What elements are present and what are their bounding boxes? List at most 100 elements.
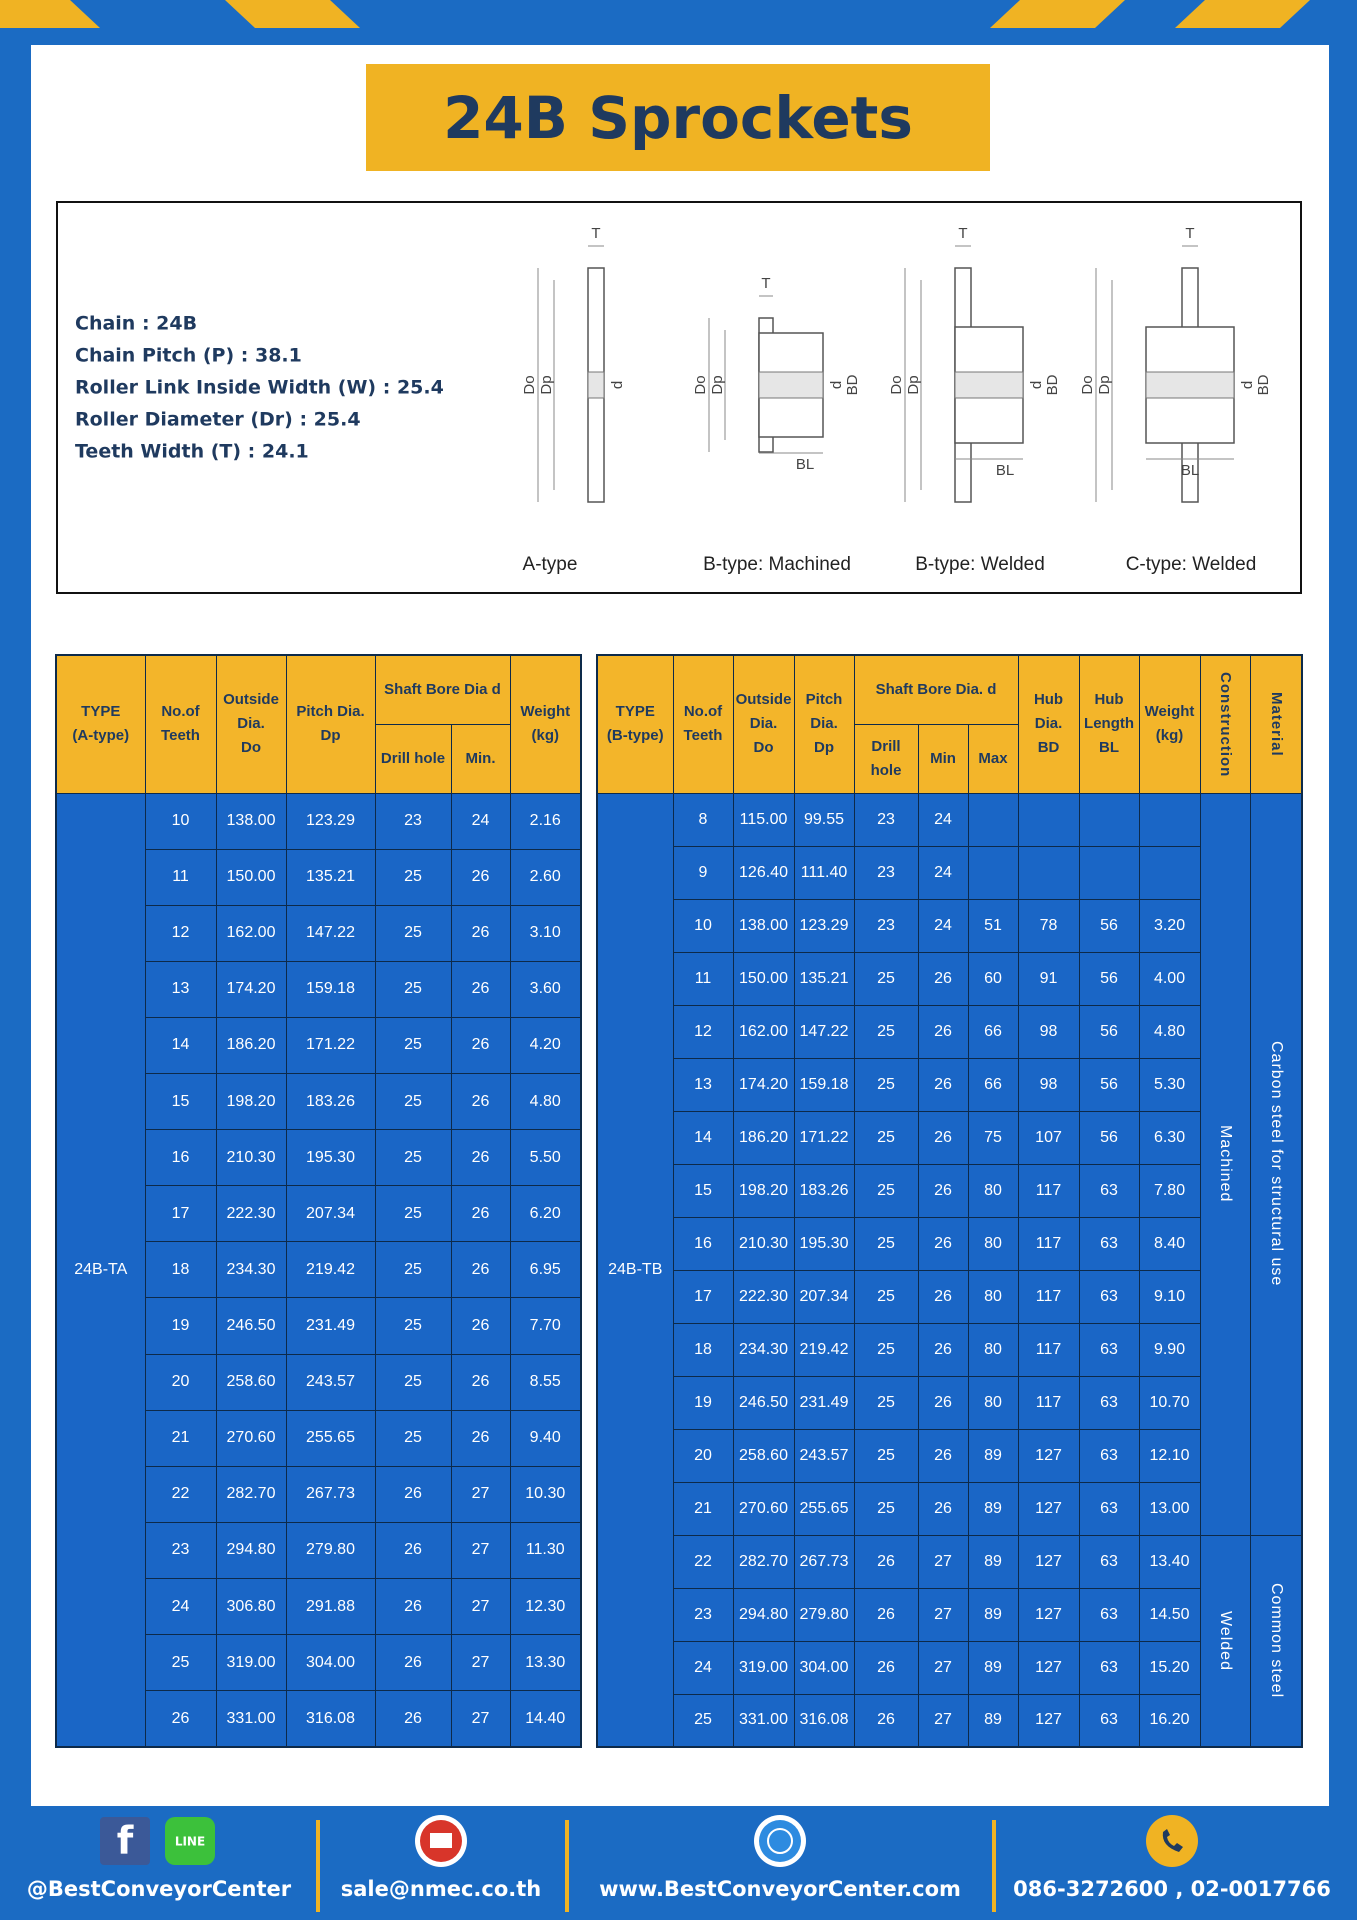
- cell: 23: [853, 898, 919, 953]
- header-text: Do: [241, 739, 261, 757]
- cell: 270.60: [732, 1481, 795, 1536]
- header-text: Shaft Bore Dia. d: [875, 680, 997, 698]
- cell: 331.00: [732, 1693, 795, 1748]
- data-row: 18 234.30 219.42 25 26 80 117 63 9.90: [597, 1322, 1302, 1377]
- cell: 24: [672, 1640, 734, 1695]
- cell: 9.10: [1138, 1269, 1201, 1324]
- cell: 222.30: [215, 1185, 287, 1243]
- data-row: 24 306.80 291.88 26 27 12.30: [56, 1578, 582, 1636]
- dimension-label: BD: [1255, 374, 1272, 395]
- cell: [967, 792, 1019, 847]
- cell: 89: [967, 1587, 1019, 1642]
- cell: 25: [853, 1269, 919, 1324]
- cell: 123.29: [285, 792, 376, 850]
- diagram-content: Chain : 24B Chain Pitch (P) : 38.1 Roller …: [75, 225, 1272, 575]
- b-type-table: TYPE (B-type) No.of Teeth Outside Dia. Do Pitch…: [596, 654, 1304, 1748]
- header-cell: Shaft Bore Dia d: [374, 654, 511, 725]
- header-text: Construction: [1217, 671, 1235, 777]
- header-cell: Weight (kg): [1138, 654, 1201, 794]
- cell: 319.00: [215, 1634, 287, 1692]
- cell: 26: [374, 1690, 452, 1748]
- cell: 186.20: [732, 1110, 795, 1165]
- cell: 14.50: [1138, 1587, 1201, 1642]
- cell: 270.60: [215, 1409, 287, 1467]
- cell: 117: [1017, 1322, 1080, 1377]
- cell: 60: [967, 951, 1019, 1006]
- data-row: 25 319.00 304.00 26 27 13.30: [56, 1634, 582, 1692]
- cell: 316.08: [793, 1693, 855, 1748]
- cell: 18: [144, 1241, 217, 1299]
- cell: 22: [672, 1534, 734, 1589]
- cell: 243.57: [285, 1353, 376, 1411]
- cell: 243.57: [793, 1428, 855, 1483]
- data-row: 16 210.30 195.30 25 26 5.50: [56, 1129, 582, 1187]
- cell: 25: [672, 1693, 734, 1748]
- bore: [587, 371, 605, 399]
- cell: 10.30: [509, 1465, 582, 1523]
- cell: 26: [917, 1110, 969, 1165]
- cell: 19: [672, 1375, 734, 1430]
- cell: 7.80: [1138, 1163, 1201, 1218]
- cell: 89: [967, 1534, 1019, 1589]
- cell: 135.21: [285, 848, 376, 906]
- cell: 26: [450, 1129, 511, 1187]
- header-cell: Construction: [1199, 654, 1251, 794]
- header-text: Outside: [223, 691, 279, 709]
- cell: 25: [853, 1163, 919, 1218]
- cell: 24: [144, 1578, 217, 1636]
- figure-caption: A-type: [523, 554, 578, 575]
- cell: 234.30: [732, 1322, 795, 1377]
- data-row: 17 222.30 207.34 25 26 80 117 63 9.10: [597, 1269, 1302, 1324]
- cell: 117: [1017, 1216, 1080, 1271]
- cell: 80: [967, 1163, 1019, 1218]
- cell: 2.16: [509, 792, 582, 850]
- cell: 150.00: [732, 951, 795, 1006]
- header-text: Teeth: [683, 727, 723, 745]
- cell: 23: [853, 845, 919, 900]
- cell: 115.00: [732, 792, 795, 847]
- cell: 63: [1078, 1428, 1140, 1483]
- cell: 89: [967, 1481, 1019, 1536]
- header-cell: No.of Teeth: [672, 654, 734, 794]
- cell: 12: [144, 904, 217, 962]
- cell: [1078, 792, 1140, 847]
- data-row: 19 246.50 231.49 25 26 80 117 63 10.70: [597, 1375, 1302, 1430]
- cell: 14: [144, 1016, 217, 1075]
- cell: 174.20: [215, 960, 287, 1018]
- title: 24B Sprockets: [443, 83, 913, 152]
- cell: 25: [853, 1375, 919, 1430]
- cell: 26: [450, 1353, 511, 1411]
- data-row: 20 258.60 243.57 25 26 89 127 63 12.10: [597, 1428, 1302, 1483]
- cell: 12.30: [509, 1578, 582, 1636]
- cell: [1017, 792, 1080, 847]
- dimension-label: Do: [521, 375, 538, 394]
- dimension-label: d: [1028, 381, 1045, 389]
- cell: 8: [672, 792, 734, 847]
- cell: 66: [967, 1004, 1019, 1059]
- cell: 26: [917, 1375, 969, 1430]
- cell: 21: [144, 1409, 217, 1467]
- cell: 25: [374, 1241, 452, 1299]
- cell: 8.40: [1138, 1216, 1201, 1271]
- phone-glyph: [1162, 1829, 1183, 1852]
- cell: 27: [917, 1534, 969, 1589]
- cell: 26: [917, 1269, 969, 1324]
- stripe: [0, 0, 100, 28]
- cell: 294.80: [215, 1521, 287, 1580]
- cell: 282.70: [215, 1465, 287, 1523]
- cell: 17: [144, 1185, 217, 1243]
- dimension-label: BD: [844, 374, 861, 395]
- cell: 24: [917, 898, 969, 953]
- cell: 25: [374, 1129, 452, 1187]
- spec-line: Roller Link Inside Width (W) : 25.4: [75, 377, 444, 399]
- header-text: (kg): [1155, 727, 1184, 745]
- header-text: Material: [1267, 691, 1285, 757]
- data-row: 13 174.20 159.18 25 26 3.60: [56, 960, 582, 1018]
- cell: 16: [672, 1216, 734, 1271]
- cell: 18: [672, 1322, 734, 1377]
- cell: 23: [672, 1587, 734, 1642]
- cell: 291.88: [285, 1578, 376, 1636]
- cell: 246.50: [215, 1297, 287, 1355]
- cell: 195.30: [793, 1216, 855, 1271]
- cell: 99.55: [793, 792, 855, 847]
